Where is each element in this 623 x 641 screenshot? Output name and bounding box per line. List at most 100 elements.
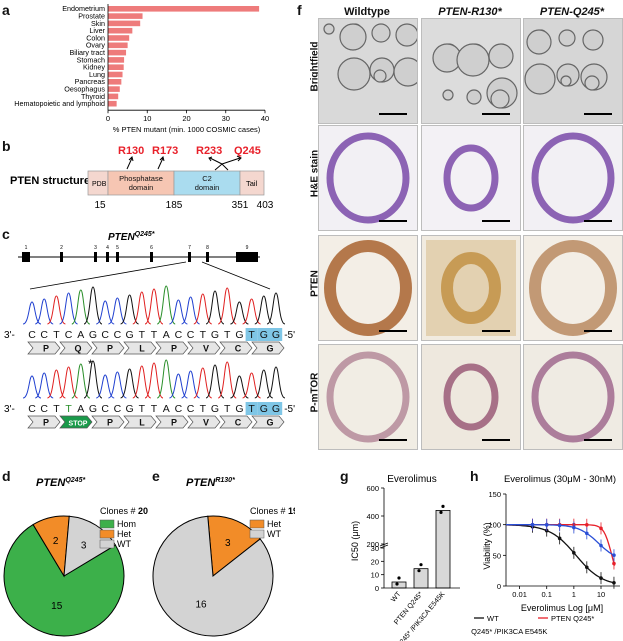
amino-acid-label: G [266, 344, 273, 354]
dose-response-curve [506, 524, 615, 557]
category-label: Stomach [77, 55, 105, 64]
position-15: 15 [94, 200, 106, 211]
dose-response-curve [506, 524, 615, 584]
trace-peak [169, 373, 188, 399]
x-tick-label: 1 [572, 590, 576, 599]
panel-g-bar-chart: Everolimus IC50 (μm) 0102030200400600WTP… [350, 474, 460, 641]
micrograph-p-mtor-2 [421, 344, 521, 450]
scale-bar [482, 439, 510, 441]
data-point [599, 576, 603, 580]
sequence-base: G [211, 329, 219, 341]
amino-acid-arrow [123, 415, 157, 429]
data-point [612, 580, 616, 585]
amino-acid-label: V [203, 418, 209, 428]
amino-acid-arrow [91, 415, 125, 429]
position-403: 403 [257, 200, 274, 211]
sequence-base: C [101, 329, 109, 341]
trace-peak [242, 372, 261, 399]
trace-peak [266, 366, 286, 399]
trace-peak [217, 287, 237, 325]
category-label: Pancreas [75, 77, 106, 86]
amino-acid-arrow [155, 341, 189, 355]
sequence-base: C [28, 403, 36, 415]
amino-acid-label: P [43, 418, 49, 428]
y-tick-label: 20 [371, 557, 379, 566]
bar-stomach [108, 57, 125, 63]
bar-lung [108, 71, 123, 78]
category-label: Ovary [86, 41, 106, 50]
trace-peak [193, 367, 213, 399]
micrograph-brightfield-3 [523, 18, 623, 124]
sequence-base: G [89, 403, 97, 415]
scale-bar [379, 330, 407, 332]
category-label: Biliary tract [69, 48, 105, 57]
sequence-base: C [175, 403, 183, 415]
position-185: 185 [166, 200, 183, 211]
scale-bar [379, 113, 407, 115]
micrograph-h-e-stain-3 [523, 125, 623, 231]
sequence-base: C [175, 329, 183, 341]
amino-acid-arrow [59, 415, 93, 429]
trace-peak [205, 290, 225, 325]
sequence-base: A [77, 403, 84, 415]
exon-5 [116, 252, 119, 262]
pie-slice-value: 2 [53, 536, 59, 547]
sequence-base: C [65, 329, 73, 341]
domain-tail [239, 170, 265, 196]
data-point [612, 561, 616, 566]
sequence-base: C [40, 403, 48, 415]
x-tick-label: 0.1 [541, 590, 551, 599]
panel-g-ylabel: IC50 (μm) [350, 521, 360, 561]
amino-acid-arrow [251, 415, 285, 429]
sequence-prefix: 3'- [4, 404, 15, 415]
legend-swatch [249, 519, 265, 529]
sequence-suffix: -5' [284, 330, 295, 341]
bar-biliary-tract [108, 49, 127, 56]
panel-a-chart: EndometriumProstateSkinLiverColonOvaryBi… [14, 4, 269, 134]
sequence-base: G [272, 403, 280, 415]
category-label: Colon [86, 33, 105, 42]
sequence-base: T [224, 329, 231, 341]
data-point [585, 522, 589, 527]
clones-count: Clones # 20 [100, 506, 148, 516]
amino-acid-label: L [139, 344, 145, 354]
column-label-q245: PTEN-Q245* [539, 6, 605, 18]
pam-highlight [270, 402, 283, 415]
trace-peak [108, 371, 127, 399]
y-tick-label: 10 [371, 571, 379, 580]
x-tick-label: 0.01 [512, 590, 527, 599]
scale-bar [379, 439, 407, 441]
bar-hematopoietic-and-lymphoid [108, 100, 117, 107]
data-point [557, 536, 562, 541]
sequence-base: C [101, 403, 109, 415]
trace-peak [156, 285, 176, 325]
panel-h-title: Everolimus (30μM - 30nM) [504, 474, 616, 485]
domain-phosphatase [107, 170, 175, 196]
sequence-base: G [260, 403, 268, 415]
micrograph-h-e-stain-2 [421, 125, 521, 231]
panel-g-title: Everolimus [387, 474, 436, 485]
exon-number: 9 [246, 245, 249, 251]
trace-peak [120, 294, 139, 325]
exon-4 [106, 252, 109, 262]
trace-peak [108, 297, 127, 325]
mutation-q245: Q245 [234, 145, 261, 157]
scale-bar [482, 330, 510, 332]
trace-peak [254, 295, 274, 325]
pam-highlight [257, 328, 270, 341]
bar-skin [108, 20, 141, 27]
micrograph-brightfield-2 [421, 18, 521, 124]
category-label: Lung [89, 70, 105, 79]
x-tick-label: 20 [182, 114, 190, 123]
sequence-base: A [163, 403, 170, 415]
amino-acid-label: L [139, 418, 145, 428]
sequence-base: A [77, 329, 84, 341]
trace-peak [47, 295, 66, 325]
exon-number: 8 [206, 245, 209, 251]
category-label: Thyroid [81, 92, 105, 101]
data-point [599, 543, 603, 548]
data-point [572, 551, 576, 555]
pie-slice-hom [3, 523, 125, 637]
amino-acid-arrow [27, 341, 61, 355]
sequence-base: C [187, 403, 195, 415]
